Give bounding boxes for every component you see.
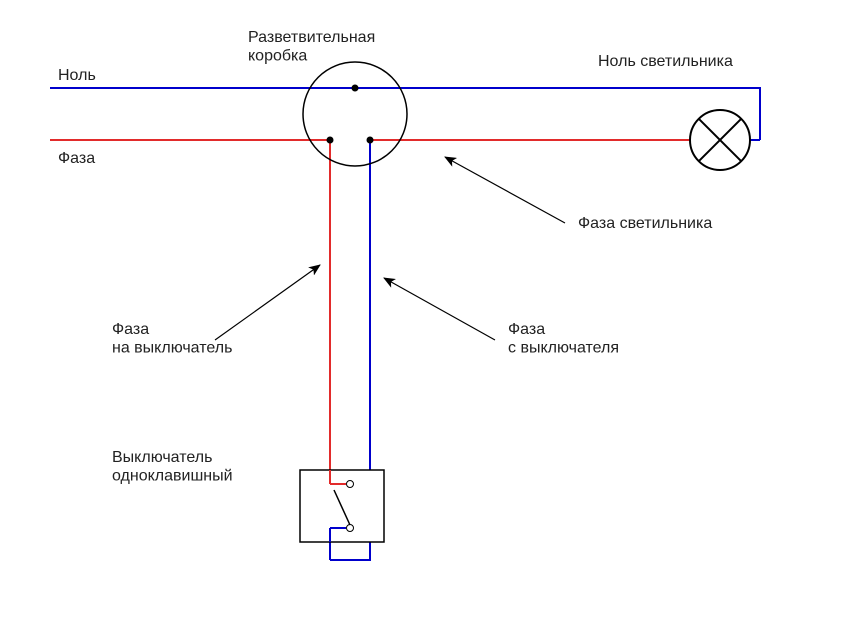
label-junction-box: Разветвительнаякоробка [248,29,375,64]
junction-dot-0 [352,85,359,92]
wiring-diagram: Разветвительнаякоробка Ноль Фаза Ноль свети… [0,0,856,642]
label-switch: Выключательодноклавишный [112,449,233,484]
label-phase-from-switch: Фазас выключателя [508,321,619,356]
junction-dot-2 [367,137,374,144]
wires-layer [50,88,760,560]
junction-dot-1 [327,137,334,144]
components-layer [300,62,750,542]
label-neutral: Ноль [58,67,96,84]
callout-arrow-2 [384,278,495,340]
arrows-layer [215,157,565,340]
label-phase: Фаза [58,150,95,167]
junction-box [303,62,407,166]
neutral-wire [50,88,760,140]
callout-arrow-1 [215,265,320,340]
label-lamp-neutral: Ноль светильника [598,53,733,70]
callout-arrow-0 [445,157,565,223]
label-phase-to-switch: Фазана выключатель [112,321,232,356]
label-lamp-phase: Фаза светильника [578,215,712,232]
labels-layer: Разветвительнаякоробка Ноль Фаза Ноль свети… [58,29,733,484]
